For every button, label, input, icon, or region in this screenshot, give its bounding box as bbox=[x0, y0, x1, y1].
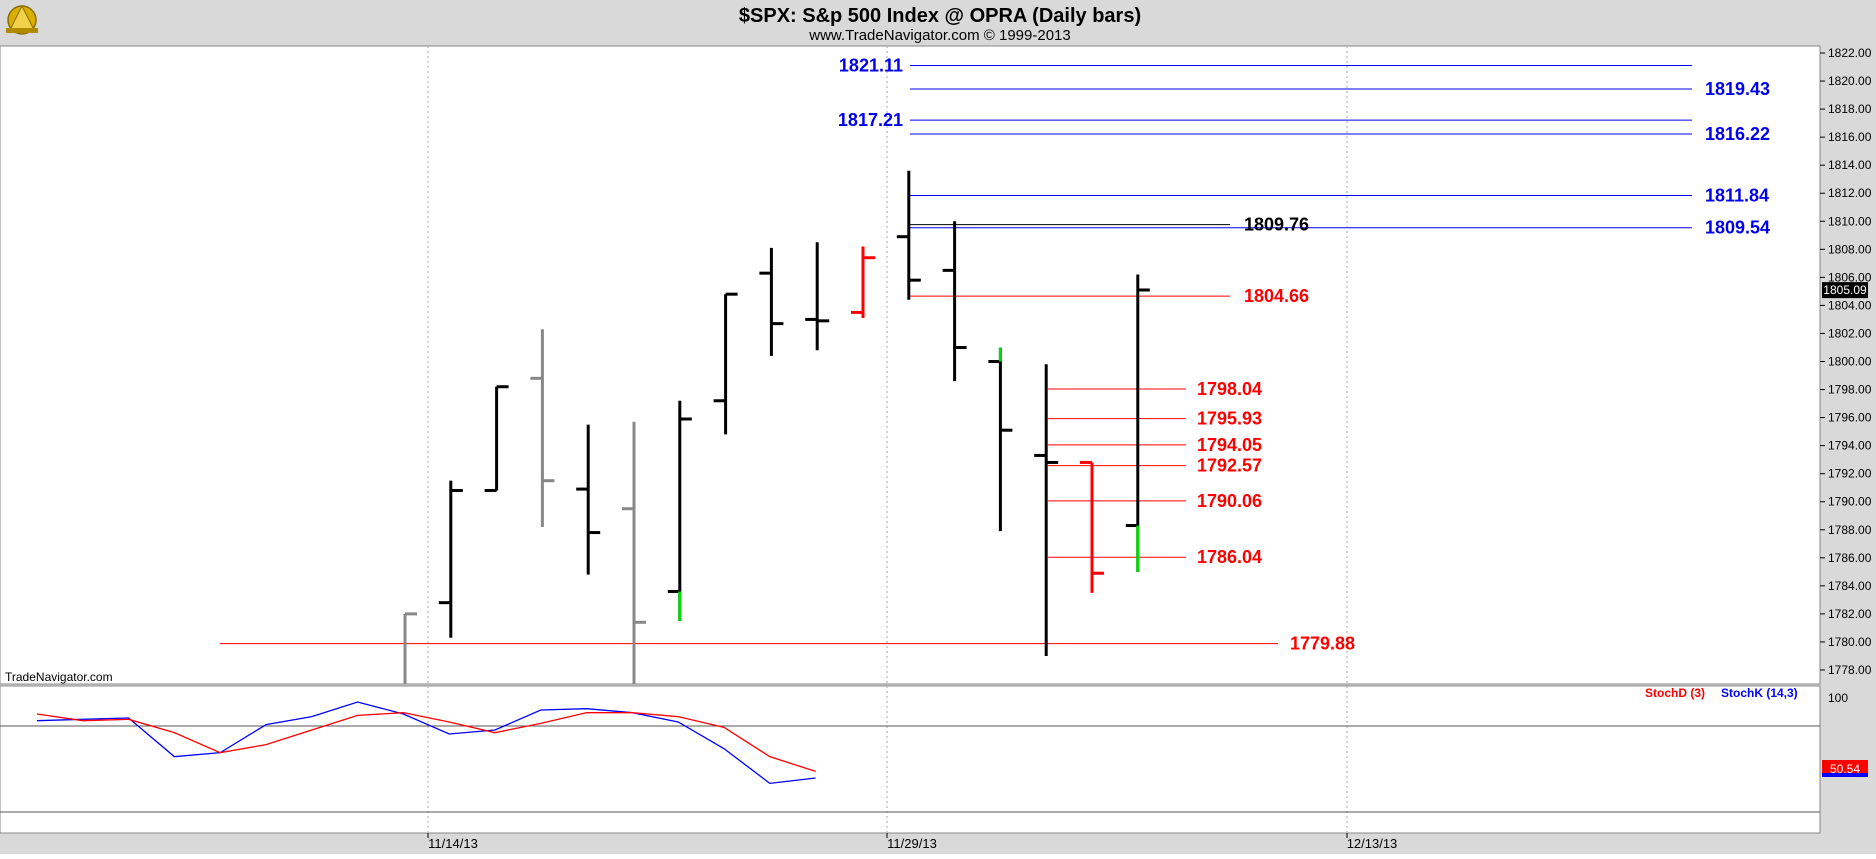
date-tick-label: 11/29/13 bbox=[887, 836, 937, 851]
price-tick-label: 1812.00 bbox=[1828, 186, 1872, 200]
level-label: 1792.57 bbox=[1197, 456, 1262, 476]
price-tick-label: 1800.00 bbox=[1828, 354, 1872, 368]
price-tick-label: 1806.00 bbox=[1828, 270, 1872, 284]
price-tick-label: 1782.00 bbox=[1828, 607, 1872, 621]
level-label: 1795.93 bbox=[1197, 409, 1262, 429]
level-label: 1816.22 bbox=[1705, 124, 1770, 144]
tradenavigator-logo-icon bbox=[6, 4, 38, 35]
price-tick-label: 1814.00 bbox=[1828, 158, 1872, 172]
price-bars bbox=[403, 170, 1150, 684]
price-panel bbox=[0, 45, 1821, 685]
level-label: 1804.66 bbox=[1244, 286, 1309, 306]
grid-lines bbox=[0, 46, 1820, 832]
price-tick-label: 1808.00 bbox=[1828, 242, 1872, 256]
price-tick-label: 1796.00 bbox=[1828, 411, 1872, 425]
price-tick-label: 1784.00 bbox=[1828, 579, 1872, 593]
price-tick-label: 1804.00 bbox=[1828, 298, 1872, 312]
stoch-value-badge: 50.54 bbox=[1822, 760, 1868, 777]
level-lines: 1821.11 1819.43 1817.21 1816.22 1811.84 1809.… bbox=[220, 55, 1770, 654]
price-tick-label: 1798.00 bbox=[1828, 383, 1872, 397]
price-tick-label: 1820.00 bbox=[1828, 74, 1872, 88]
price-tick-label: 1810.00 bbox=[1828, 214, 1872, 228]
level-label: 1790.06 bbox=[1197, 491, 1262, 511]
price-tick-label: 1816.00 bbox=[1828, 130, 1872, 144]
level-label: 1794.05 bbox=[1197, 435, 1262, 455]
watermark-text: TradeNavigator.com bbox=[5, 670, 113, 684]
last-price-badge: 1805.09 bbox=[1822, 282, 1868, 299]
date-axis: 11/14/13 11/29/13 12/13/13 bbox=[427, 833, 1398, 851]
stochk-legend: StochK (14,3) bbox=[1721, 686, 1798, 700]
price-tick-label: 1794.00 bbox=[1828, 439, 1872, 453]
price-tick-label: 1822.00 bbox=[1828, 46, 1872, 60]
price-tick-label: 1778.00 bbox=[1828, 663, 1872, 677]
level-label: 1786.04 bbox=[1197, 547, 1262, 567]
level-label: 1817.21 bbox=[838, 110, 903, 130]
stoch-series-line bbox=[36, 701, 816, 785]
price-tick-label: 1818.00 bbox=[1828, 102, 1872, 116]
stochd-legend: StochD (3) bbox=[1645, 686, 1705, 700]
level-label: 1819.43 bbox=[1705, 79, 1770, 99]
level-label: 1809.54 bbox=[1705, 218, 1770, 238]
price-tick-label: 1792.00 bbox=[1828, 467, 1872, 481]
last-price-text: 1805.09 bbox=[1823, 283, 1867, 297]
stoch-series-line bbox=[36, 712, 816, 772]
stochastic-panel bbox=[0, 685, 1821, 834]
level-label: 1809.76 bbox=[1244, 215, 1309, 235]
stoch-tick-100: 100 bbox=[1828, 691, 1848, 705]
date-tick-label: 12/13/13 bbox=[1347, 836, 1398, 851]
price-axis: 1778.00 1780.00 1782.00 1784.00 1786.00 1788.… bbox=[1820, 46, 1872, 677]
price-tick-label: 1780.00 bbox=[1828, 635, 1872, 649]
stoch-value-text: 50.54 bbox=[1830, 762, 1860, 776]
stochastic-lines bbox=[36, 701, 816, 785]
price-tick-label: 1786.00 bbox=[1828, 551, 1872, 565]
price-tick-label: 1788.00 bbox=[1828, 523, 1872, 537]
level-label: 1779.88 bbox=[1290, 634, 1355, 654]
level-label: 1821.11 bbox=[839, 55, 903, 75]
date-tick-label: 11/14/13 bbox=[428, 836, 478, 851]
level-label: 1811.84 bbox=[1705, 185, 1769, 205]
level-label: 1798.04 bbox=[1197, 379, 1262, 399]
price-tick-label: 1790.00 bbox=[1828, 495, 1872, 509]
chart-subtitle: www.TradeNavigator.com © 1999-2013 bbox=[808, 27, 1070, 44]
price-tick-label: 1802.00 bbox=[1828, 326, 1872, 340]
chart-title: $SPX: S&p 500 Index @ OPRA (Daily bars) bbox=[739, 5, 1141, 27]
